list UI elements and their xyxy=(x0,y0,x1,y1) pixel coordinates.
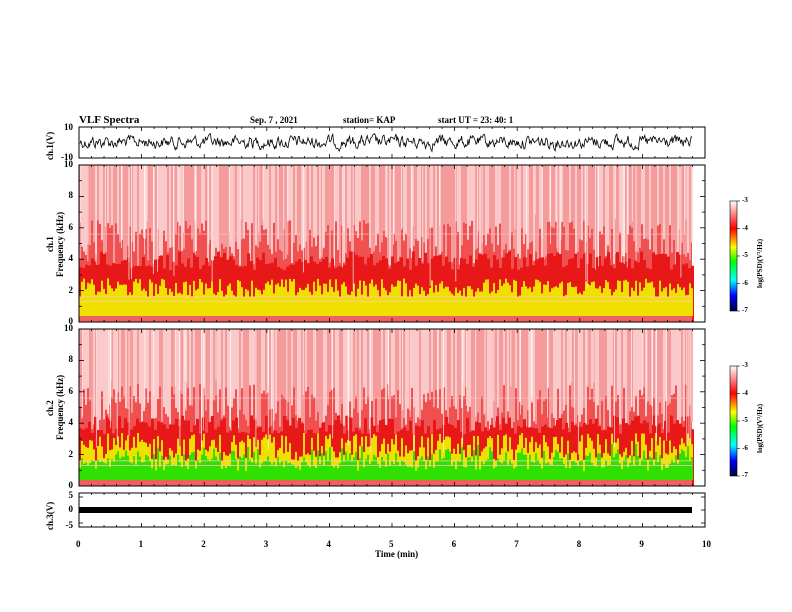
ch1-waveform-line xyxy=(79,132,693,153)
date-label: Sep. 7 , 2021 xyxy=(250,115,298,125)
spec2-y-tick-8: 8 xyxy=(68,354,74,365)
ch3-y-tick-bottom: -5 xyxy=(65,520,74,530)
x-tick-label-6: 6 xyxy=(451,539,457,549)
x-tick-label-7: 7 xyxy=(514,539,519,549)
spec1-y-tick-4: 4 xyxy=(68,253,74,264)
spec1-y-tick-8: 8 xyxy=(68,190,74,201)
ch3-waveform-band xyxy=(79,507,692,513)
ch1-axis-label: ch.1(V) xyxy=(45,131,55,160)
spec2-axis-label-a: ch.2 xyxy=(45,400,55,416)
colorbar-2 xyxy=(729,365,738,477)
spec2-axis-label-b: Frequency (kHz) xyxy=(55,374,65,440)
x-tick-label-10: 10 xyxy=(702,539,711,549)
cb1-tick--6: -6 xyxy=(742,278,748,287)
ch1-y-tick-bottom: -10 xyxy=(61,152,73,162)
spec1-axis-label-b: Frequency (kHz) xyxy=(55,211,65,277)
cb2-tick--7: -7 xyxy=(742,471,748,479)
ch3-axis-label: ch.3(V) xyxy=(45,501,55,530)
ch2-spectrogram-panel xyxy=(78,328,706,487)
cb1-tick--7: -7 xyxy=(742,306,748,314)
colorbar-2-label: log(PSD)(V²/Hz) xyxy=(756,403,764,453)
x-tick-label-0: 0 xyxy=(76,539,81,549)
x-tick-label-8: 8 xyxy=(576,539,582,549)
spec1-axis-label-a: ch.1 xyxy=(45,236,55,252)
station-label: station= KAP xyxy=(343,115,396,125)
ch1-waveform-panel xyxy=(78,126,706,159)
x-tick-label-5: 5 xyxy=(389,539,394,549)
spec1-y-tick-6: 6 xyxy=(68,221,74,232)
cb2-tick--5: -5 xyxy=(742,416,748,424)
ch3-waveform-panel xyxy=(78,492,706,528)
start-time-label: start UT = 23: 40: 1 xyxy=(438,115,514,125)
x-tick-label-1: 1 xyxy=(138,539,144,549)
spec1-y-tick-2: 2 xyxy=(68,284,74,295)
ch1-spectrogram-panel xyxy=(78,164,706,323)
cb1-tick--3: -3 xyxy=(742,196,748,204)
cb2-tick--3: -3 xyxy=(742,361,748,369)
x-tick-label-9: 9 xyxy=(639,539,644,549)
spec2-y-tick-0: 0 xyxy=(68,480,74,490)
colorbar-1-label: log(PSD)(V²/Hz) xyxy=(756,238,764,288)
ch3-y-tick-top: 5 xyxy=(68,490,74,500)
ch3-y-tick-mid: 0 xyxy=(68,504,74,514)
cb2-tick--6: -6 xyxy=(742,443,748,452)
x-tick-label-3: 3 xyxy=(263,539,269,549)
cb1-tick--4: -4 xyxy=(742,223,748,232)
spec1-y-tick-0: 0 xyxy=(68,316,74,326)
spec1-y-tick-10: 10 xyxy=(64,159,73,169)
ch1-y-tick-top: 10 xyxy=(64,122,73,132)
x-tick-label-4: 4 xyxy=(326,539,331,549)
spec2-y-tick-10: 10 xyxy=(64,323,73,333)
spec2-y-tick-6: 6 xyxy=(68,385,74,396)
chart-title: VLF Spectra xyxy=(79,114,140,126)
x-tick-label-2: 2 xyxy=(201,539,206,549)
colorbar-1 xyxy=(729,200,738,312)
cb2-tick--4: -4 xyxy=(742,388,748,397)
spec2-y-tick-4: 4 xyxy=(68,417,74,428)
spec2-y-tick-2: 2 xyxy=(68,448,74,459)
x-axis-label: Time (min) xyxy=(375,549,419,559)
cb1-tick--5: -5 xyxy=(742,251,748,259)
